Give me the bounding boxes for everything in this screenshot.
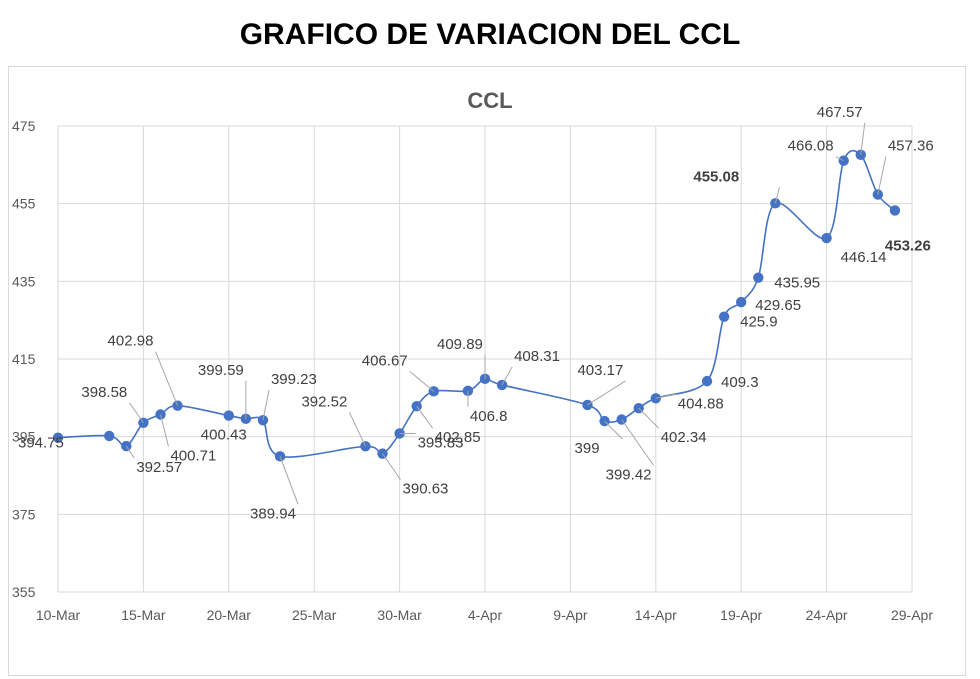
label-leader-line [409, 370, 435, 392]
chart-title: CCL [467, 88, 512, 113]
data-point [889, 205, 901, 216]
data-label: 404.88 [678, 395, 724, 412]
x-tick-label: 19-Apr [720, 607, 762, 623]
data-label: 409.3 [721, 374, 759, 391]
label-leader-line [382, 453, 401, 480]
data-label: 446.14 [841, 249, 887, 266]
page-title: GRAFICO DE VARIACION DEL CCL [239, 18, 741, 51]
label-leader-line [774, 187, 780, 204]
label-leader-line [155, 351, 179, 406]
data-label: 453.26 [885, 237, 931, 254]
data-label: 399.42 [606, 467, 652, 484]
data-point [718, 311, 730, 322]
label-leader-line [279, 456, 299, 505]
data-label: 435.95 [774, 275, 820, 292]
chart-frame [8, 66, 966, 676]
x-tick-label: 29-Apr [891, 607, 933, 623]
data-label: 392.52 [301, 393, 347, 410]
label-leader-line [262, 390, 270, 421]
data-label: 398.58 [81, 384, 127, 401]
label-leader-line [860, 122, 866, 155]
data-label: 455.08 [693, 168, 739, 185]
label-leader-line [128, 402, 144, 424]
y-tick-label: 355 [12, 584, 36, 600]
data-label: 425.9 [740, 314, 778, 331]
y-tick-label: 395 [12, 429, 36, 445]
data-label: 408.31 [514, 348, 560, 365]
data-label: 402.98 [108, 333, 154, 350]
data-point [274, 451, 286, 462]
label-leader-line [604, 420, 623, 440]
data-label: 409.89 [437, 336, 483, 353]
data-point [701, 375, 713, 387]
x-tick-label: 4-Apr [468, 607, 503, 623]
data-point [121, 440, 132, 452]
data-point [155, 409, 166, 420]
data-point [736, 296, 747, 308]
data-point [496, 379, 508, 391]
data-label: 389.94 [250, 505, 296, 522]
x-tick-label: 20-Mar [207, 607, 252, 623]
data-point [377, 448, 388, 459]
data-point [394, 428, 405, 439]
x-tick-label: 25-Mar [292, 607, 337, 623]
data-label: 466.08 [788, 138, 834, 155]
y-tick-label: 375 [12, 506, 36, 522]
y-tick-label: 475 [12, 118, 36, 134]
data-label: 467.57 [817, 104, 863, 121]
x-tick-label: 9-Apr [553, 607, 588, 623]
label-leader-line [835, 156, 844, 162]
data-label: 394.75 [18, 435, 64, 452]
label-leader-line [587, 380, 626, 406]
data-point [104, 430, 115, 442]
x-tick-label: 14-Apr [635, 607, 677, 623]
data-label: 392.57 [136, 459, 182, 476]
data-label: 406.67 [362, 352, 408, 369]
x-tick-label: 10-Mar [36, 607, 81, 623]
data-point [257, 415, 269, 426]
label-leader-line [348, 412, 366, 447]
data-point [821, 232, 832, 244]
y-tick-label: 435 [12, 273, 36, 289]
data-label: 429.65 [755, 297, 801, 314]
data-label: 390.63 [403, 481, 449, 498]
label-leader-line [877, 156, 887, 195]
data-point [753, 272, 764, 283]
data-point [223, 410, 234, 421]
label-leader-line [501, 366, 513, 386]
data-label: 403.17 [577, 362, 623, 379]
y-tick-label: 415 [12, 351, 36, 367]
label-leader-line [125, 445, 135, 459]
data-label: 395.83 [418, 434, 464, 451]
label-leader-line [159, 414, 169, 447]
data-point [52, 432, 64, 443]
x-tick-label: 24-Apr [806, 607, 848, 623]
label-leader-line [638, 407, 660, 429]
data-label: 402.34 [661, 429, 707, 446]
data-label: 399.59 [198, 362, 244, 379]
label-leader-line [655, 393, 676, 399]
y-tick-label: 455 [12, 196, 36, 212]
x-tick-label: 15-Mar [121, 607, 166, 623]
data-label: 399 [575, 440, 600, 457]
data-label: 402.85 [435, 429, 481, 446]
data-label: 400.71 [170, 447, 216, 464]
data-label: 399.23 [271, 371, 317, 388]
label-leader-line [416, 405, 434, 429]
data-label: 400.43 [201, 427, 247, 444]
data-label: 457.36 [888, 138, 934, 155]
label-leader-line [621, 419, 655, 466]
data-label: 406.8 [470, 408, 508, 425]
x-tick-label: 30-Mar [377, 607, 422, 623]
